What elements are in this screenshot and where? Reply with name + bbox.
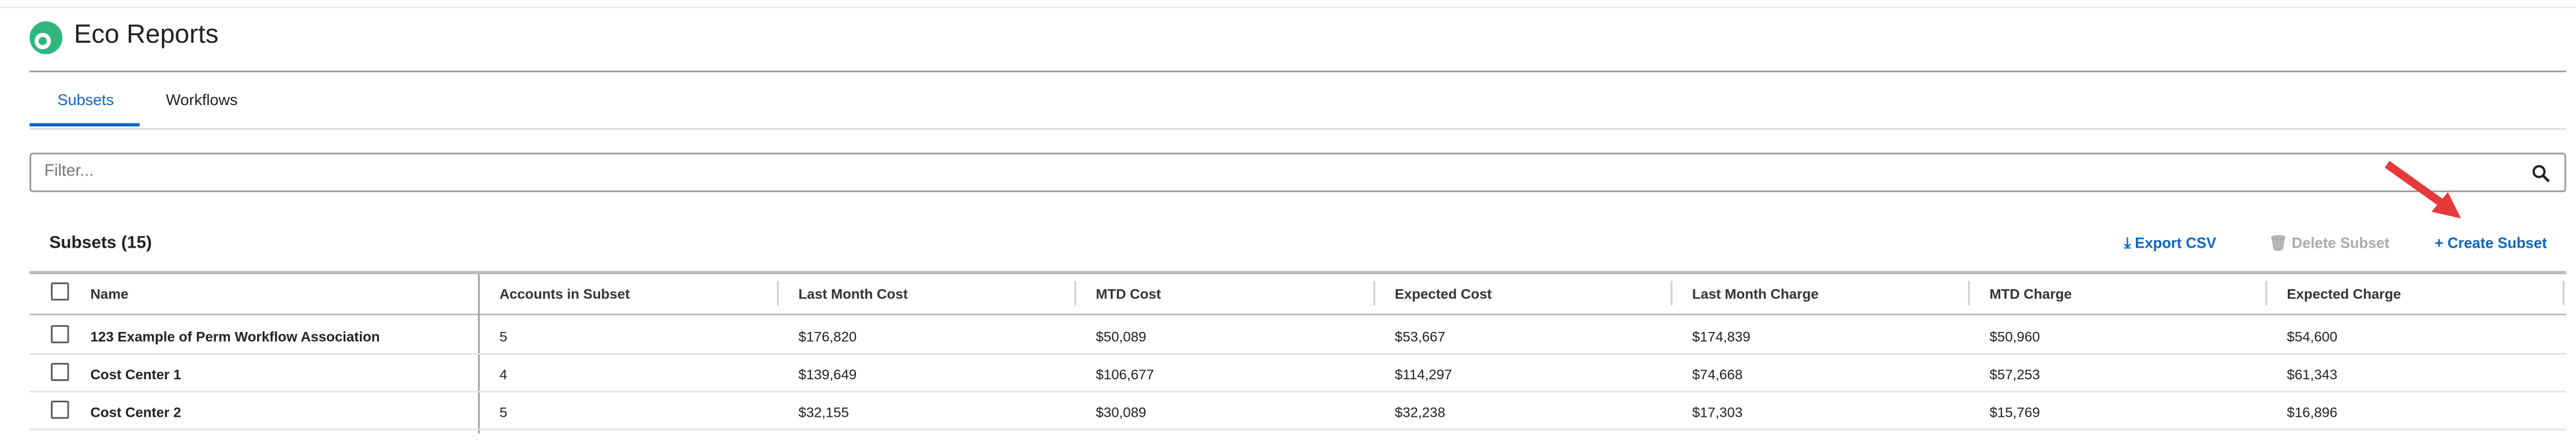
table-title: Subsets (15)	[49, 233, 152, 253]
column-divider	[777, 281, 779, 306]
tab-underline	[29, 123, 140, 127]
tab[interactable]: Workflows	[166, 92, 238, 110]
cell: $30,089	[1096, 404, 1146, 421]
checkbox[interactable]	[51, 363, 69, 381]
column-divider	[2265, 281, 2268, 306]
checkbox[interactable]	[51, 282, 69, 301]
cell: $57,253	[1989, 366, 2040, 383]
cell: $54,600	[2287, 328, 2337, 345]
column-header: Accounts in Subset	[499, 285, 630, 303]
row-divider	[29, 353, 2566, 355]
cell: $114,297	[1394, 366, 1452, 383]
filter-input[interactable]: Filter...	[29, 152, 2566, 192]
logo	[29, 21, 63, 54]
column-divider	[1373, 281, 1375, 306]
tab[interactable]: Subsets	[57, 92, 114, 110]
cell: 4	[499, 366, 508, 383]
export-csv[interactable]: ⤓ Export CSV	[2124, 234, 2217, 252]
cell: $176,820	[798, 328, 857, 345]
column-divider	[2563, 281, 2565, 306]
subset-link[interactable]: 123 Example of Perm Workflow Association	[90, 328, 380, 345]
action-label: Create Subset	[2447, 234, 2547, 252]
cell: 5	[499, 328, 508, 345]
annotation-arrow	[2384, 160, 2461, 219]
subset-link[interactable]: Cost Center 1	[90, 366, 181, 383]
row-divider	[29, 390, 2566, 393]
cell: $32,238	[1394, 404, 1446, 421]
header-divider	[29, 70, 2566, 73]
column-header: Last Month Cost	[798, 285, 908, 303]
column-divider	[1074, 281, 1077, 306]
cell: $53,667	[1394, 328, 1446, 345]
action-label: Delete Subset	[2291, 234, 2390, 252]
cell: $32,155	[798, 404, 849, 421]
cell: $139,649	[798, 366, 857, 383]
column-divider	[1670, 281, 1673, 306]
subset-link[interactable]: Cost Center 2	[90, 404, 181, 421]
column-header: MTD Charge	[1989, 285, 2072, 303]
delete-subset[interactable]: 🗑 Delete Subset	[2269, 234, 2390, 252]
cell: $74,668	[1692, 366, 1743, 383]
cell: 5	[499, 404, 508, 421]
search-icon[interactable]	[2532, 164, 2550, 182]
cell: $61,343	[2287, 366, 2337, 383]
column-divider	[1968, 281, 1970, 306]
top-border	[0, 6, 2576, 9]
column-header: Last Month Charge	[1692, 285, 1819, 303]
cell: $15,769	[1989, 404, 2040, 421]
row-divider	[29, 428, 2566, 431]
checkbox[interactable]	[51, 325, 69, 344]
cell: $106,677	[1096, 366, 1155, 383]
cell: $50,089	[1096, 328, 1146, 345]
column-header: Expected Charge	[2287, 285, 2401, 303]
cell: $17,303	[1692, 404, 1743, 421]
column-header: Name	[90, 285, 129, 303]
column-header: Expected Cost	[1394, 285, 1492, 303]
cell: $16,896	[2287, 404, 2337, 421]
table-top-border	[29, 271, 2566, 275]
create-subset[interactable]: + Create Subset	[2434, 234, 2547, 252]
checkbox[interactable]	[51, 401, 69, 419]
cell: $50,960	[1989, 328, 2040, 345]
header-bottom-border	[29, 313, 2566, 316]
tabs-divider	[29, 128, 2566, 130]
column-header: MTD Cost	[1096, 285, 1162, 303]
action-label: Export CSV	[2135, 234, 2217, 252]
app-title: Eco Reports	[73, 21, 219, 50]
cell: $174,839	[1692, 328, 1751, 345]
filter-placeholder: Filter...	[44, 162, 94, 181]
